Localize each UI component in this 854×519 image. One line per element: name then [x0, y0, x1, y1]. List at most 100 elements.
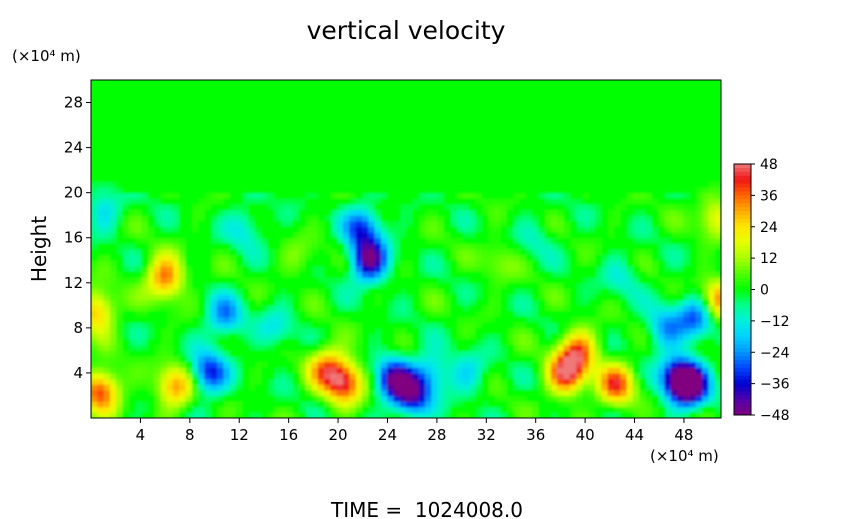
heatmap-cell: [645, 378, 653, 385]
heatmap-cell: [399, 339, 407, 346]
heatmap-cell: [267, 378, 275, 385]
heatmap-cell: [532, 277, 539, 284]
heatmap-cell: [506, 406, 514, 413]
heatmap-cell: [292, 356, 300, 363]
heatmap-cell: [469, 333, 476, 340]
heatmap-cell: [513, 237, 520, 244]
heatmap-cell: [267, 310, 275, 318]
heatmap-cell: [601, 389, 609, 397]
heatmap-cell: [368, 344, 376, 351]
heatmap-cell: [519, 254, 527, 261]
heatmap-cell: [450, 215, 457, 222]
heatmap-cell: [607, 384, 615, 391]
heatmap-cell: [563, 356, 571, 363]
heatmap-cell: [122, 322, 130, 329]
heatmap-cell: [191, 412, 199, 418]
heatmap-cell: [355, 203, 363, 211]
heatmap-cell: [166, 260, 174, 267]
heatmap-cell: [576, 327, 583, 335]
heatmap-cell: [248, 198, 256, 205]
heatmap-cell: [116, 187, 124, 194]
heatmap-cell: [254, 226, 262, 233]
heatmap-cell: [525, 339, 533, 346]
heatmap-cell: [185, 310, 193, 318]
heatmap-cell: [412, 361, 420, 368]
heatmap-cell: [601, 372, 609, 380]
heatmap-cell: [487, 209, 495, 216]
heatmap-cell: [273, 254, 281, 261]
heatmap-cell: [525, 372, 533, 380]
heatmap-cell: [273, 339, 281, 346]
heatmap-cell: [538, 367, 546, 374]
heatmap-cell: [532, 226, 539, 233]
heatmap-cell: [254, 367, 262, 374]
heatmap-cell: [645, 305, 653, 312]
heatmap-cell: [393, 350, 401, 357]
heatmap-cell: [683, 232, 691, 239]
heatmap-cell: [469, 226, 476, 233]
heatmap-cell: [355, 361, 363, 368]
heatmap-cell: [532, 305, 539, 312]
heatmap-cell: [563, 254, 571, 261]
heatmap-cell: [343, 249, 350, 256]
heatmap-cell: [298, 288, 306, 295]
heatmap-cell: [613, 327, 621, 335]
heatmap-cell: [443, 237, 451, 244]
heatmap-cell: [544, 288, 552, 295]
colorbar-segment: [734, 234, 751, 240]
heatmap-cell: [229, 265, 237, 273]
heatmap-cell: [456, 209, 464, 216]
heatmap-cell: [160, 294, 168, 301]
heatmap-cell: [361, 203, 369, 211]
heatmap-cell: [298, 299, 306, 306]
heatmap-cell: [418, 327, 426, 335]
heatmap-cell: [210, 271, 218, 278]
heatmap-cell: [122, 299, 130, 306]
heatmap-cell: [242, 327, 250, 335]
heatmap-cell: [487, 384, 495, 391]
heatmap-cell: [223, 389, 231, 397]
heatmap-cell: [248, 344, 256, 351]
heatmap-cell: [368, 203, 376, 211]
heatmap-cell: [280, 288, 287, 295]
heatmap-cell: [349, 367, 357, 374]
heatmap-cell: [324, 344, 331, 351]
heatmap-cell: [374, 344, 382, 351]
heatmap-cell: [513, 350, 520, 357]
heatmap-cell: [141, 327, 149, 335]
heatmap-cell: [538, 192, 546, 199]
heatmap-cell: [223, 237, 231, 244]
heatmap-cell: [336, 322, 344, 329]
heatmap-cell: [267, 339, 275, 346]
heatmap-cell: [708, 367, 716, 374]
heatmap-cell: [620, 271, 628, 278]
heatmap-cell: [103, 384, 111, 391]
heatmap-cell: [217, 389, 224, 397]
heatmap-cell: [210, 305, 218, 312]
heatmap-cell: [393, 356, 401, 363]
heatmap-cell: [487, 361, 495, 368]
heatmap-cell: [349, 243, 357, 250]
heatmap-cell: [185, 271, 193, 278]
colorbar-segment: [734, 387, 751, 392]
heatmap-cell: [305, 372, 313, 380]
heatmap-cell: [336, 282, 344, 290]
heatmap-cell: [462, 192, 470, 199]
heatmap-cell: [532, 220, 539, 228]
heatmap-cell: [550, 209, 558, 216]
heatmap-cell: [613, 305, 621, 312]
heatmap-cell: [544, 198, 552, 205]
heatmap-cell: [500, 277, 508, 284]
heatmap-cell: [141, 294, 149, 301]
heatmap-cell: [292, 412, 300, 418]
heatmap-cell: [235, 361, 243, 368]
heatmap-cell: [424, 384, 432, 391]
heatmap-cell: [431, 350, 439, 357]
heatmap-cell: [613, 288, 621, 295]
heatmap-cell: [620, 395, 628, 402]
heatmap-cell: [626, 220, 634, 228]
heatmap-cell: [179, 249, 187, 256]
heatmap-cell: [595, 249, 602, 256]
heatmap-cell: [557, 372, 565, 380]
heatmap-cell: [128, 277, 136, 284]
